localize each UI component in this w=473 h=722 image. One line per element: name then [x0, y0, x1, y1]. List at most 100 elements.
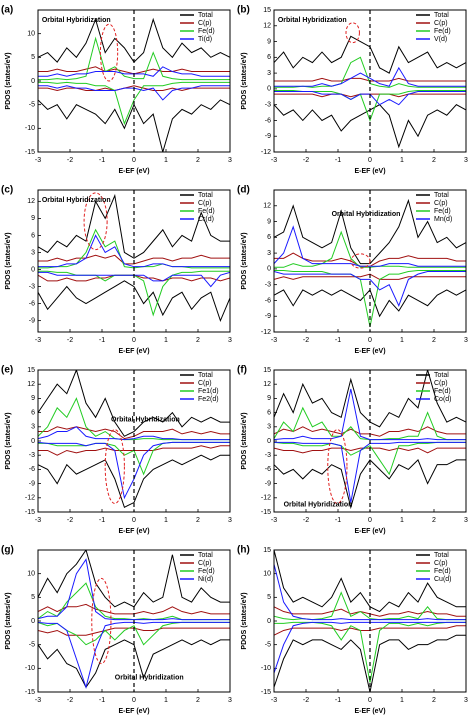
pdos-line: [38, 81, 230, 126]
annotation: Orbital Hybridization: [111, 417, 180, 424]
hybridization-ellipse: [104, 429, 125, 504]
y-tick-label: 6: [267, 234, 271, 241]
pdos-line: [274, 621, 466, 683]
panel: (f)PDOS (states/eV)E-EF (eV)-15-12-9-6-3…: [237, 365, 468, 535]
legend-label: V(d): [434, 36, 447, 43]
legend-label: Co(d): [434, 396, 452, 403]
y-tick-label: -15: [25, 509, 35, 516]
y-tick-label: -12: [25, 495, 35, 502]
legend-label: C(p): [198, 200, 212, 207]
x-tick-label: -2: [67, 517, 73, 524]
plot-frame: [37, 9, 231, 153]
x-tick-label: -1: [335, 337, 341, 344]
legend-label: C(p): [198, 20, 212, 27]
y-tick-label: -6: [29, 466, 35, 473]
x-tick-label: 0: [368, 157, 372, 164]
y-tick-label: 5: [31, 594, 35, 601]
x-tick-label: -2: [67, 697, 73, 704]
pdos-line: [274, 441, 466, 503]
y-tick-label: -15: [25, 689, 35, 696]
annotation: Orbital Hybridization: [332, 211, 401, 218]
y-tick-label: 12: [27, 198, 35, 205]
legend-label: C(p): [434, 200, 448, 207]
panel-label: (c): [1, 185, 13, 196]
y-axis-label: PDOS (states/eV): [241, 232, 248, 289]
y-tick-label: -6: [265, 466, 271, 473]
x-tick-label: 0: [132, 157, 136, 164]
legend-label: Fe(d): [198, 568, 215, 575]
y-tick-label: -3: [29, 283, 35, 290]
x-tick-label: 1: [164, 697, 168, 704]
y-tick-label: -12: [261, 149, 271, 156]
annotation: Orbital Hybridization: [42, 197, 111, 204]
x-tick-label: 1: [164, 337, 168, 344]
hybridization-ellipse: [91, 577, 112, 665]
pdos-line: [38, 454, 230, 508]
y-tick-label: 0: [267, 266, 271, 273]
x-tick-label: -2: [303, 157, 309, 164]
pdos-line: [38, 558, 230, 621]
x-tick-label: 3: [228, 697, 232, 704]
legend-label: Fe(d): [434, 28, 451, 35]
panel: (g)PDOS (states/eV)E-EF (eV)-15-10-50510…: [1, 545, 232, 715]
x-tick-label: -1: [99, 517, 105, 524]
y-tick-label: 12: [263, 23, 271, 30]
x-axis-label: E-EF (eV): [118, 528, 149, 535]
y-tick-label: 12: [263, 203, 271, 210]
x-tick-label: -1: [335, 157, 341, 164]
x-tick-label: 2: [196, 157, 200, 164]
y-tick-label: 9: [267, 218, 271, 225]
x-axis-label: E-EF (eV): [354, 708, 385, 715]
x-tick-label: 3: [464, 517, 468, 524]
pdos-line: [274, 459, 466, 510]
annotation: Orbital Hybridization: [278, 17, 347, 24]
y-tick-label: -5: [265, 642, 271, 649]
x-tick-label: -1: [335, 697, 341, 704]
panel: (e)PDOS (states/eV)E-EF (eV)-15-12-9-6-3…: [1, 365, 232, 535]
y-tick-label: 6: [267, 409, 271, 416]
pdos-line: [38, 193, 230, 259]
x-tick-label: 2: [432, 157, 436, 164]
x-tick-label: 1: [400, 157, 404, 164]
y-tick-label: -9: [265, 480, 271, 487]
y-tick-label: 12: [27, 381, 35, 388]
y-tick-label: 3: [267, 70, 271, 77]
legend-label: Total: [434, 552, 449, 559]
x-tick-label: -2: [67, 157, 73, 164]
y-tick-label: -15: [261, 509, 271, 516]
pdos-line: [38, 280, 230, 323]
legend-label: C(p): [198, 560, 212, 567]
y-axis-label: PDOS (states/eV): [5, 592, 12, 649]
legend-label: Cu(d): [434, 576, 452, 583]
x-tick-label: -1: [335, 517, 341, 524]
pdos-line: [274, 225, 466, 267]
legend-label: Fe(d): [198, 208, 215, 215]
panel: (c)PDOS (states/eV)E-EF (eV)-9-6-3036912…: [1, 185, 232, 355]
plot-frame: [37, 549, 231, 693]
pdos-line: [274, 66, 466, 87]
x-axis-label: E-EF (eV): [354, 528, 385, 535]
x-tick-label: -2: [303, 337, 309, 344]
pdos-line: [38, 36, 230, 81]
x-tick-label: 2: [196, 337, 200, 344]
y-tick-label: 6: [31, 232, 35, 239]
plot-frame: [37, 189, 231, 333]
pdos-line: [38, 370, 230, 437]
y-tick-label: 9: [267, 395, 271, 402]
legend-label: Total: [198, 552, 213, 559]
legend-label: Cr(d): [198, 216, 214, 223]
x-tick-label: -3: [35, 157, 41, 164]
hybridization-ellipse: [345, 22, 360, 44]
panel: (d)PDOS (states/eV)E-EF (eV)-12-9-6-3036…: [237, 185, 468, 355]
y-tick-label: 0: [267, 438, 271, 445]
x-tick-label: -2: [303, 697, 309, 704]
x-tick-label: 2: [432, 697, 436, 704]
legend-label: C(p): [434, 380, 448, 387]
legend-label: Fe(d): [434, 568, 451, 575]
y-tick-label: -5: [29, 642, 35, 649]
x-tick-label: 3: [464, 337, 468, 344]
y-tick-label: -3: [265, 282, 271, 289]
x-tick-label: -2: [67, 337, 73, 344]
y-tick-label: -10: [261, 665, 271, 672]
